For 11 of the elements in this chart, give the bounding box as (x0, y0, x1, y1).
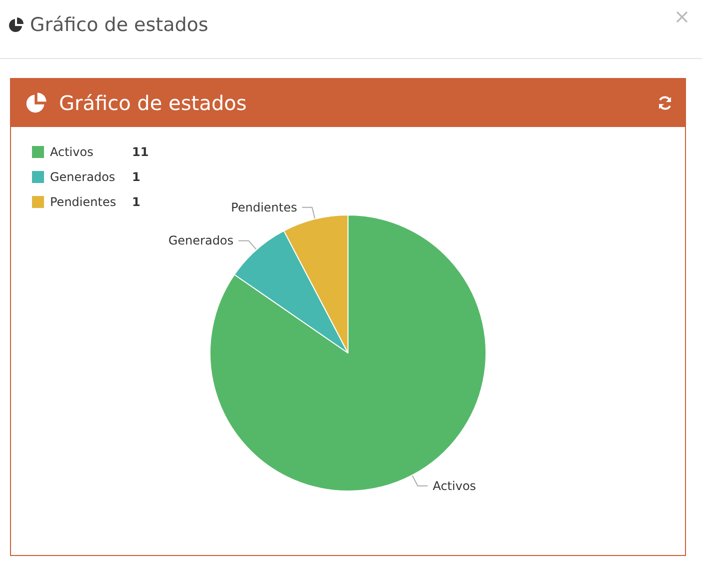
slice-label: Activos (432, 478, 476, 493)
data-label: 1 (132, 195, 140, 209)
legend-label: Activos (50, 145, 94, 159)
legend-label: Pendientes (50, 195, 116, 209)
slice-label: Generados (168, 234, 234, 248)
data-label: 11 (132, 145, 149, 159)
legend-label: Generados (50, 170, 116, 184)
chart-title: Gráfico de estados (30, 14, 208, 36)
slice-label: Pendientes (231, 200, 298, 214)
chart-subtitle: Gráfico de estados (59, 91, 247, 115)
data-label: 1 (132, 170, 140, 184)
